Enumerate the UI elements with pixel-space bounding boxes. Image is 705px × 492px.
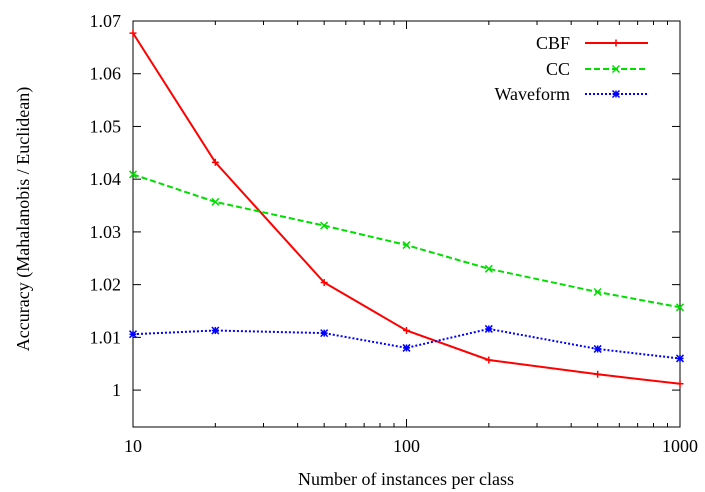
marker-stroke — [675, 354, 685, 363]
data-point — [611, 64, 621, 74]
marker-stroke — [320, 329, 329, 338]
data-point — [402, 241, 411, 250]
data-point — [320, 279, 328, 287]
x-tick-label: 10 — [124, 436, 142, 456]
x-axis: 10 100 1000 — [124, 21, 698, 456]
marker-stroke — [211, 326, 220, 335]
series-line — [132, 173, 681, 309]
x-tick-label: 100 — [393, 436, 420, 456]
legend-label: CC — [546, 59, 570, 79]
data-point — [403, 327, 410, 335]
marker-stroke — [484, 264, 493, 273]
y-axis-title: Accuracy (Mahalanobis / Euclidean) — [13, 87, 34, 351]
y-axis: 1 1.01 1.02 1.03 1.04 1.05 1.06 1.07 — [90, 11, 680, 400]
data-point — [128, 170, 138, 179]
series-layer — [128, 29, 685, 388]
x-tick-label: 1000 — [662, 436, 698, 456]
marker-stroke — [675, 303, 685, 312]
marker-stroke — [402, 241, 411, 250]
series-cc — [128, 170, 685, 312]
y-tick-label: 1.05 — [90, 116, 122, 136]
data-point — [402, 343, 411, 352]
data-point — [612, 39, 620, 47]
legend-item: CBF — [536, 33, 648, 53]
y-tick-label: 1 — [112, 380, 121, 400]
data-point — [611, 89, 621, 99]
y-tick-label: 1.02 — [90, 275, 122, 295]
y-tick-label: 1.04 — [90, 169, 122, 189]
marker-stroke — [320, 221, 329, 230]
y-tick-label: 1.01 — [90, 327, 122, 347]
data-point — [594, 370, 602, 378]
marker-stroke — [211, 197, 220, 206]
y-tick-label: 1.07 — [90, 11, 122, 31]
data-point — [676, 380, 684, 388]
data-point — [320, 221, 329, 230]
plot-frame — [132, 20, 681, 428]
data-point — [129, 29, 137, 37]
data-point — [675, 303, 685, 312]
data-point — [211, 158, 219, 166]
data-point — [211, 326, 220, 335]
marker-stroke — [593, 344, 602, 353]
data-point — [675, 354, 685, 363]
data-point — [128, 330, 138, 339]
data-point — [593, 287, 602, 297]
data-point — [484, 264, 493, 273]
data-point — [593, 344, 602, 353]
data-point — [484, 324, 493, 333]
marker-stroke — [402, 343, 411, 352]
y-tick-label: 1.03 — [90, 222, 122, 242]
marker-stroke — [611, 64, 621, 74]
legend-item: CC — [546, 59, 648, 79]
legend: CBF CC Waveform — [494, 33, 648, 104]
data-point — [211, 197, 220, 206]
legend-label: CBF — [536, 33, 570, 53]
legend-label: Waveform — [494, 84, 570, 104]
marker-stroke — [593, 287, 602, 297]
y-tick-label: 1.06 — [90, 64, 122, 84]
plot-border — [132, 20, 681, 428]
marker-stroke — [128, 330, 138, 339]
data-point — [320, 329, 329, 338]
series-cbf — [129, 29, 684, 388]
marker-stroke — [128, 170, 138, 179]
marker-stroke — [484, 324, 493, 333]
series-waveform — [128, 324, 685, 363]
x-axis-title: Number of instances per class — [298, 469, 514, 489]
legend-item: Waveform — [494, 84, 648, 104]
marker-stroke — [611, 89, 621, 99]
data-point — [485, 356, 493, 364]
